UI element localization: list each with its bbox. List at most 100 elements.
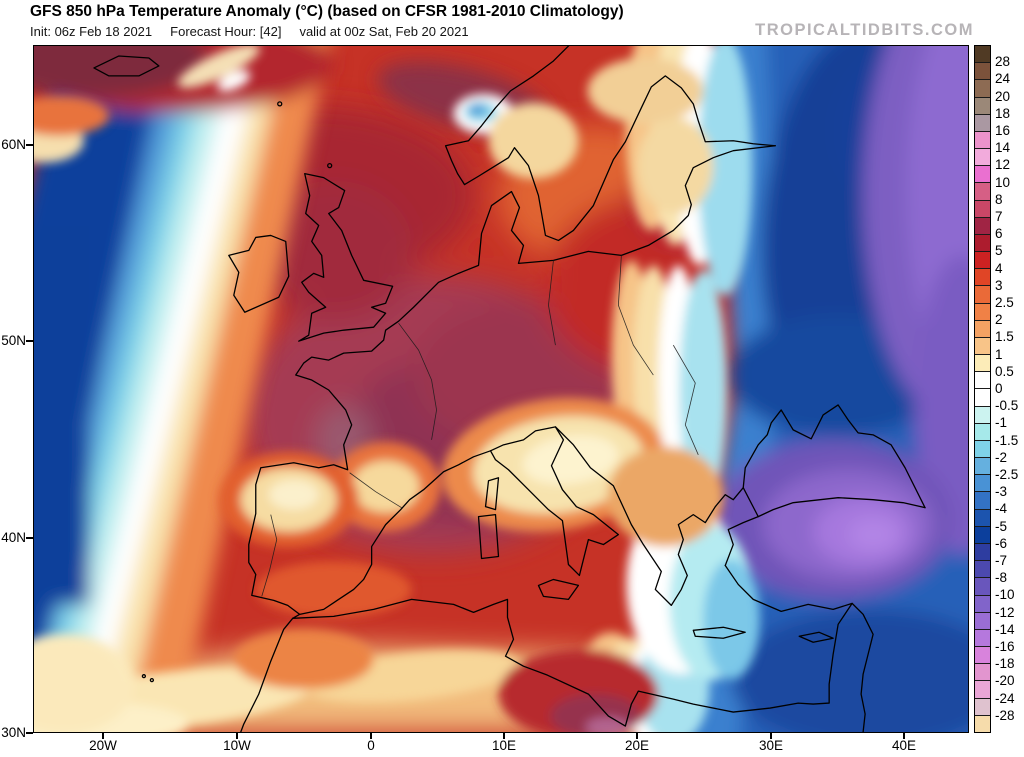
colorbar-segment <box>975 216 990 234</box>
colorbar-segment <box>975 46 990 63</box>
colorbar-label: 2 <box>995 312 1003 328</box>
lon-tick-mark <box>636 733 638 739</box>
colorbar-segment <box>975 148 990 166</box>
colorbar-segment <box>975 371 990 389</box>
colorbar-segment <box>975 646 990 664</box>
colorbar-segment <box>975 79 990 97</box>
valid-time: valid at 00z Sat, Feb 20 2021 <box>299 24 469 39</box>
colorbar-label: -24 <box>995 690 1015 706</box>
colorbar-label: -7 <box>995 553 1008 568</box>
colorbar-label: 7 <box>995 209 1003 224</box>
page-title: GFS 850 hPa Temperature Anomaly (°C) (ba… <box>30 3 624 20</box>
colorbar-label: 5 <box>995 243 1003 259</box>
colorbar-segment <box>975 611 990 629</box>
colorbar-label: -18 <box>995 656 1015 672</box>
lon-tick-mark <box>503 733 505 739</box>
lat-tick-mark <box>26 144 33 146</box>
colorbar-label: -5 <box>995 518 1008 534</box>
colorbar-segment <box>975 130 990 149</box>
colorbar-label: -6 <box>995 535 1008 551</box>
lon-label: 40E <box>891 738 917 753</box>
lon-label: 20W <box>89 738 117 753</box>
colorbar-label: 0 <box>995 381 1003 396</box>
colorbar-label: -28 <box>995 707 1015 723</box>
colorbar-segment <box>975 199 990 217</box>
colorbar-segment <box>975 233 990 252</box>
colorbar-label: 28 <box>995 54 1011 70</box>
colorbar-label: -1.5 <box>995 432 1019 448</box>
colorbar-segment <box>975 388 990 406</box>
lat-tick-mark <box>26 340 33 342</box>
colorbar-segment <box>975 251 990 269</box>
forecast-hour: Forecast Hour: [42] <box>170 24 282 39</box>
colorbar-segment <box>975 96 990 114</box>
colorbar-segment <box>975 113 990 131</box>
lon-label: 30E <box>758 738 784 753</box>
lat-label: 50N <box>1 333 26 348</box>
colorbar-label: -14 <box>995 621 1015 637</box>
colorbar-segment <box>975 336 990 355</box>
colorbar-segment <box>975 268 990 286</box>
lon-tick-mark <box>370 733 372 739</box>
colorbar-segment <box>975 680 990 698</box>
colorbar <box>974 45 991 733</box>
colorbar-segment <box>975 457 990 475</box>
colorbar-label: 12 <box>995 157 1011 173</box>
colorbar-label: -0.5 <box>995 398 1019 414</box>
run-info-line: Init: 06z Feb 18 2021 Forecast Hour: [42]… <box>30 24 487 39</box>
colorbar-label: 2.5 <box>995 295 1014 310</box>
colorbar-label: -2.5 <box>995 467 1019 482</box>
lat-label: 60N <box>1 137 26 152</box>
lat-tick-mark <box>26 537 33 539</box>
lon-label: 10W <box>223 738 251 753</box>
colorbar-segment <box>975 525 990 543</box>
colorbar-label: 1 <box>995 346 1003 362</box>
colorbar-segment <box>975 439 990 458</box>
lon-label: 20E <box>624 738 650 753</box>
colorbar-segment <box>975 319 990 337</box>
colorbar-label: 6 <box>995 226 1003 242</box>
colorbar-label: 0.5 <box>995 363 1014 379</box>
colorbar-label: -1 <box>995 415 1008 431</box>
colorbar-label: -8 <box>995 570 1008 586</box>
colorbar-label: 3 <box>995 277 1003 293</box>
colorbar-segment <box>975 422 990 440</box>
colorbar-label: -10 <box>995 587 1015 603</box>
colorbar-label: 16 <box>995 123 1011 138</box>
colorbar-segment <box>975 62 990 80</box>
colorbar-label: -12 <box>995 604 1015 620</box>
colorbar-segment <box>975 491 990 509</box>
colorbar-label: -4 <box>995 501 1008 517</box>
colorbar-segment <box>975 182 990 200</box>
colorbar-label: 4 <box>995 260 1003 276</box>
colorbar-label: -20 <box>995 673 1015 689</box>
colorbar-segment <box>975 577 990 595</box>
colorbar-label: -2 <box>995 449 1008 465</box>
lon-tick-mark <box>102 733 104 739</box>
colorbar-label: 18 <box>995 105 1011 121</box>
site-watermark: TROPICALTIDBITS.COM <box>755 21 974 39</box>
lon-label: 0 <box>367 738 375 753</box>
lon-tick-mark <box>770 733 772 739</box>
colorbar-label: -16 <box>995 639 1015 654</box>
colorbar-label: 8 <box>995 191 1003 207</box>
colorbar-label: -3 <box>995 484 1008 500</box>
colorbar-segment <box>975 405 990 423</box>
lon-tick-mark <box>236 733 238 739</box>
colorbar-segment <box>975 542 990 561</box>
colorbar-segment <box>975 560 990 578</box>
colorbar-segment <box>975 697 990 715</box>
colorbar-segment <box>975 474 990 492</box>
colorbar-segment <box>975 165 990 183</box>
init-time: Init: 06z Feb 18 2021 <box>30 24 153 39</box>
colorbar-segment <box>975 628 990 647</box>
colorbar-segment <box>975 508 990 526</box>
colorbar-label: 14 <box>995 140 1011 156</box>
colorbar-label: 10 <box>995 174 1011 190</box>
colorbar-segment <box>975 594 990 612</box>
colorbar-label: 1.5 <box>995 329 1014 345</box>
colorbar-segment <box>975 285 990 303</box>
colorbar-segment <box>975 663 990 681</box>
colorbar-segment <box>975 302 990 320</box>
